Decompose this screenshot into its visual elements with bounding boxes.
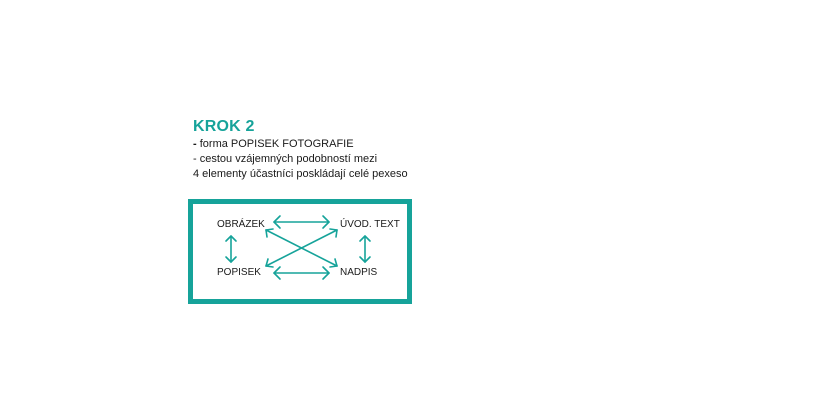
step-line-3-text: 4 elementy účastníci poskládají celé pex… [193,168,408,180]
arrow-top-horizontal [273,215,330,229]
step-block: KROK 2 - forma POPISEK FOTOGRAFIE - cest… [193,118,513,182]
step-description: - forma POPISEK FOTOGRAFIE - cestou vzáj… [193,137,513,182]
arrow-left-vertical [225,235,237,263]
node-label-popisek: POPISEK [217,267,261,278]
step-line-1-text: forma POPISEK FOTOGRAFIE [196,138,354,150]
step-line-2: - cestou vzájemných podobností mezi [193,152,513,167]
step-line-2-text: cestou vzájemných podobností mezi [196,153,378,165]
step-line-2-dash: - [193,153,197,165]
step-line-3: 4 elementy účastníci poskládají celé pex… [193,167,513,182]
diagram-frame [188,199,412,304]
step-title: KROK 2 [193,118,255,135]
diagram-arrows [188,199,412,304]
arrow-right-vertical [359,235,371,263]
arrow-diagonal-up [265,228,338,268]
node-label-nadpis: NADPIS [340,267,378,278]
arrow-bottom-horizontal [273,266,330,280]
relationship-diagram: OBRÁZEK ÚVOD. TEXT POPISEK NADPIS [188,199,412,304]
node-label-uvod-text: ÚVOD. TEXT [340,219,400,230]
node-label-obrazek: OBRÁZEK [217,219,265,230]
step-line-1-dash: - [193,138,197,150]
step-line-1: - forma POPISEK FOTOGRAFIE [193,137,513,152]
